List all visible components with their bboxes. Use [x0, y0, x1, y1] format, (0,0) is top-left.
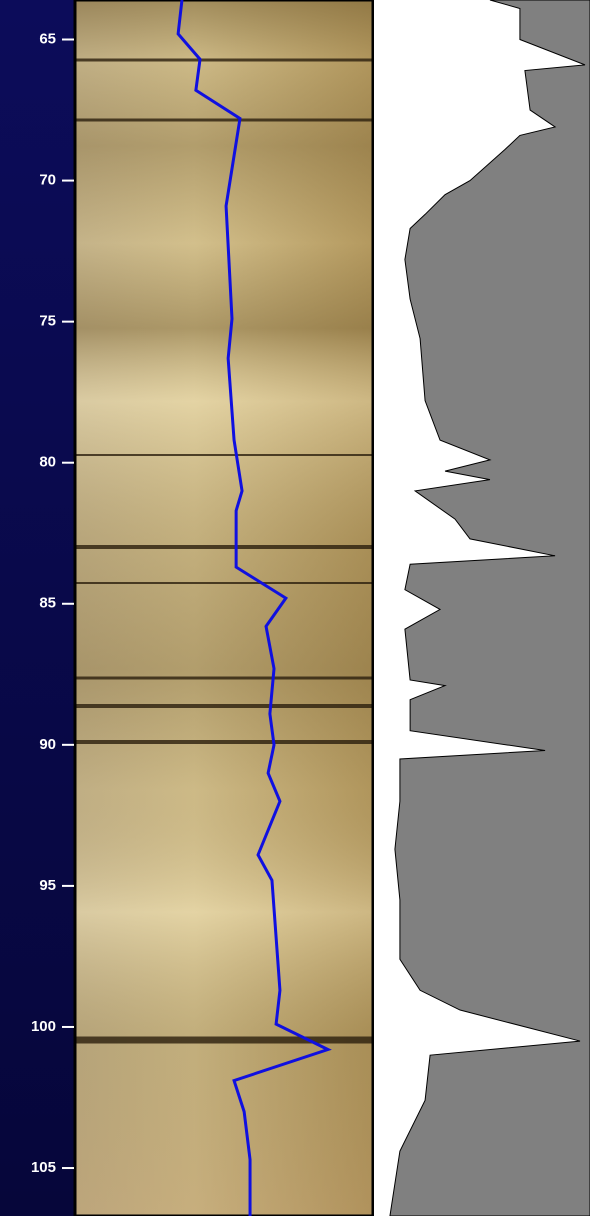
y-tick-label: 100: [31, 1018, 56, 1035]
y-tick-label: 85: [39, 595, 56, 612]
y-tick-label: 70: [39, 172, 56, 189]
y-tick-label: 95: [39, 877, 56, 894]
core-photo: [73, 0, 375, 1218]
y-tick-label: 105: [31, 1159, 56, 1176]
core-line: [176, 0, 332, 1216]
y-tick-label: 80: [39, 454, 56, 471]
profile-area: [389, 0, 590, 1217]
y-tick-label: 65: [39, 30, 56, 47]
y-tick-label: 90: [39, 736, 56, 753]
y-tick-label: 75: [39, 313, 56, 330]
